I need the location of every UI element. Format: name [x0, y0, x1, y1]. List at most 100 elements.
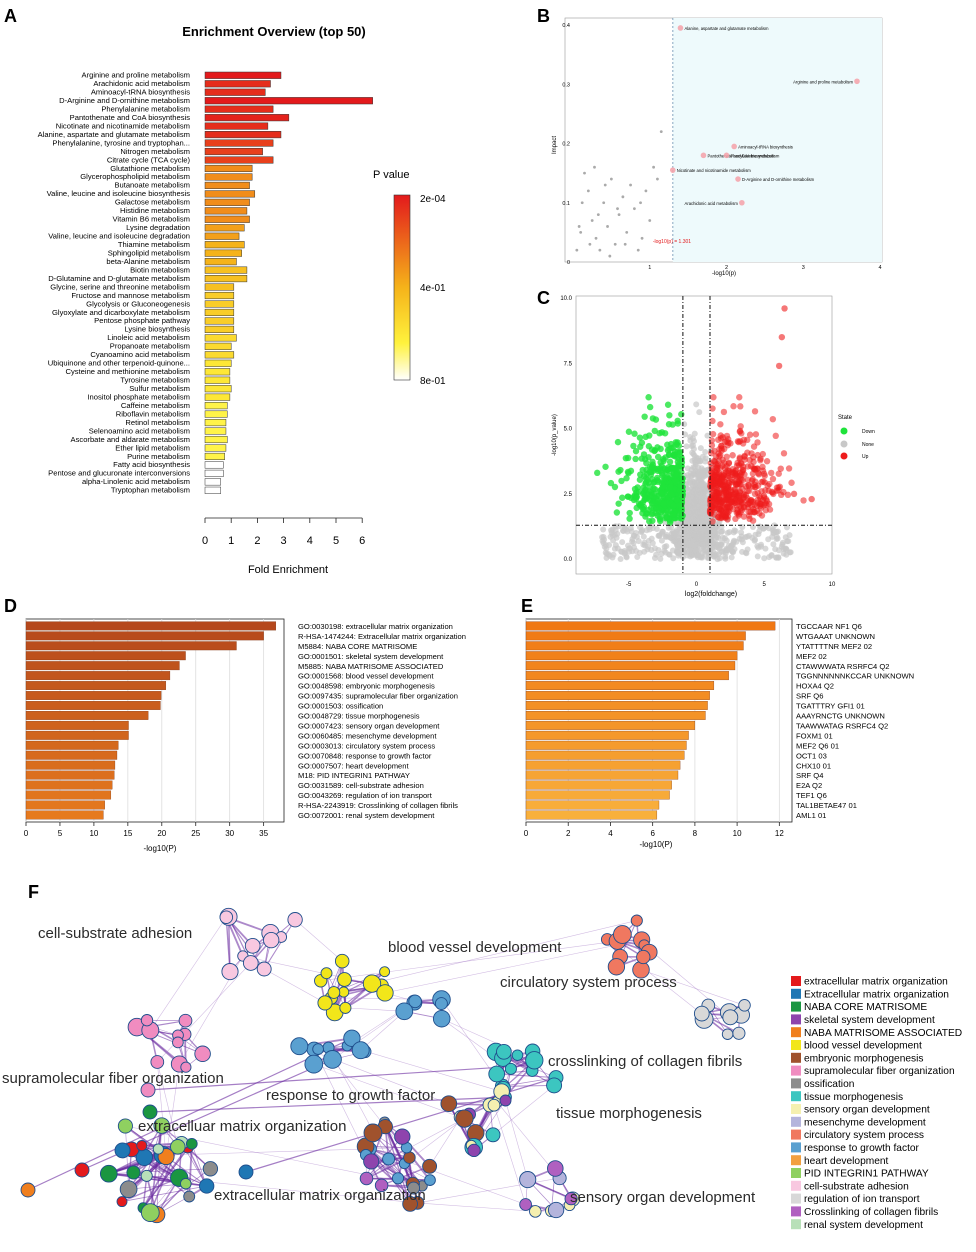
chart-a-bar: [204, 283, 235, 291]
chart-c-point-none: [649, 540, 656, 547]
chart-c-point-none: [666, 551, 673, 558]
chart-b-point-label: Nicotinate and nicotinamide metabolism: [677, 168, 752, 173]
chart-a-legend-tick-3: 8e-01: [420, 376, 446, 387]
chart-a-bar: [204, 114, 290, 122]
chart-c-point-down: [668, 444, 675, 452]
network-node: [636, 949, 651, 965]
network-node: [382, 1152, 396, 1166]
chart-a-bar: [204, 402, 228, 410]
panel-c-volcano: -5 0 5 100.02.55.07.510.0 log2(foldchange) …: [552, 295, 875, 598]
chart-c-legend-title: State: [838, 415, 853, 421]
chart-e-xtick-label: 12: [775, 829, 784, 838]
chart-b-xtick-label: 1: [648, 265, 651, 271]
chart-a-category-label: Phenylalanine metabolism: [101, 104, 190, 113]
chart-c-point-none: [700, 499, 707, 506]
chart-c-point-none: [712, 524, 719, 531]
chart-a-xlabel: Fold Enrichment: [248, 564, 328, 576]
chart-b-point: [616, 207, 619, 211]
network-node: [488, 1065, 506, 1083]
network-node: [499, 1094, 512, 1107]
network-legend-swatch: [791, 1027, 801, 1038]
network-node: [142, 1104, 158, 1120]
network-node: [525, 1051, 544, 1070]
chart-c-point-up: [746, 431, 754, 438]
network-legend-swatch: [791, 1052, 801, 1063]
chart-b-point-label: Arachidonic acid metabolism: [685, 201, 739, 206]
chart-c-point-up: [752, 431, 760, 438]
chart-c-point-down: [631, 430, 638, 437]
network-node: [99, 1164, 118, 1183]
chart-a-category-label: Valine, leucine and isoleucine degradati…: [48, 232, 190, 241]
chart-d-bar: [25, 691, 162, 700]
chart-c-point-none: [739, 548, 746, 555]
chart-b-point: [623, 242, 627, 246]
network-edge: [381, 1165, 430, 1187]
chart-c-point-up: [744, 476, 751, 484]
chart-b-point: [652, 165, 655, 169]
chart-c-point-down: [641, 491, 648, 499]
chart-c-point-up: [736, 428, 744, 435]
panel-a-enrichment-chart: Enrichment Overview (top 50) Arginine an…: [38, 24, 446, 576]
chart-e-category-label: TEF1 Q6: [796, 791, 827, 800]
chart-c-point-up: [736, 472, 743, 480]
chart-b-highlight-point: [669, 167, 676, 173]
chart-e-category-label: WTGAAAT UNKNOWN: [796, 632, 875, 641]
chart-e-bar: [525, 730, 689, 740]
chart-d-category-label: GO:0001501: skeletal system development: [298, 652, 444, 661]
chart-c-point-none: [610, 551, 617, 558]
chart-c-point-down: [676, 510, 684, 517]
network-node: [408, 994, 422, 1009]
chart-a-category-label: Riboflavin metabolism: [116, 409, 190, 418]
chart-e-xtick-label: 10: [733, 829, 742, 838]
network-node: [394, 1128, 411, 1145]
chart-c-point-none: [631, 544, 638, 551]
chart-d-category-label: M18: PID INTEGRIN1 PATHWAY: [298, 771, 410, 780]
chart-c-point-down: [641, 456, 649, 463]
network-edge: [429, 1117, 462, 1167]
chart-c-point-none: [691, 510, 698, 517]
chart-a-bar: [204, 207, 248, 215]
chart-c-point-up: [717, 508, 724, 515]
network-edge: [242, 955, 382, 987]
network-edge: [165, 1063, 180, 1157]
chart-c-point-up: [751, 501, 758, 508]
chart-a-xtick-label: 0: [202, 535, 208, 547]
chart-d-category-label: GO:0001568: blood vessel development: [298, 672, 434, 681]
chart-a-category-label: Fructose and mannose metabolism: [71, 291, 190, 300]
chart-c-point-none: [697, 445, 704, 452]
chart-c-point-down: [618, 477, 625, 485]
chart-c-ytick-label: 10.0: [560, 296, 572, 302]
chart-d-bar: [25, 730, 129, 740]
network-edge: [121, 1177, 180, 1203]
network-edge: [313, 1063, 465, 1119]
chart-a-category-label: Glycine, serine and threonine metabolism: [50, 282, 190, 291]
chart-c-point-none: [786, 532, 793, 539]
chart-a-category-label: Cysteine and methionine metabolism: [65, 367, 190, 376]
chart-c-point-up: [750, 443, 758, 450]
chart-d-bar: [25, 651, 186, 661]
panel-f-network: cell-substrate adhesion blood vessel deve…: [2, 907, 962, 1231]
chart-c-point-down: [619, 494, 626, 501]
chart-c-point-none: [683, 540, 690, 547]
chart-c-point-up: [781, 305, 788, 312]
panel-label-d: D: [4, 596, 17, 616]
chart-b-point: [617, 213, 621, 217]
chart-d-category-label: GO:0030198: extracellular matrix organiz…: [298, 622, 453, 631]
chart-e-xtick-label: 0: [524, 829, 529, 838]
network-legend-label: blood vessel development: [804, 1041, 922, 1052]
chart-a-category-label: Glutathione metabolism: [110, 164, 190, 173]
network-legend-swatch: [791, 1142, 801, 1153]
network-node: [263, 931, 280, 949]
chart-c-point-none: [699, 541, 706, 548]
chart-c-point-up: [718, 442, 725, 450]
chart-c-xtick-label: 10: [829, 582, 836, 588]
chart-c-point-down: [666, 458, 674, 466]
chart-c-point-none: [670, 531, 677, 538]
chart-c-point-none: [691, 480, 698, 487]
network-legend-label: skeletal system development: [804, 1015, 935, 1026]
chart-c-point-down: [675, 442, 683, 449]
chart-c-point-down: [667, 483, 674, 491]
chart-c-point-none: [687, 531, 694, 538]
chart-b-point-label: Arginine and proline metabolism: [793, 79, 853, 84]
chart-c-point-up: [768, 488, 776, 496]
